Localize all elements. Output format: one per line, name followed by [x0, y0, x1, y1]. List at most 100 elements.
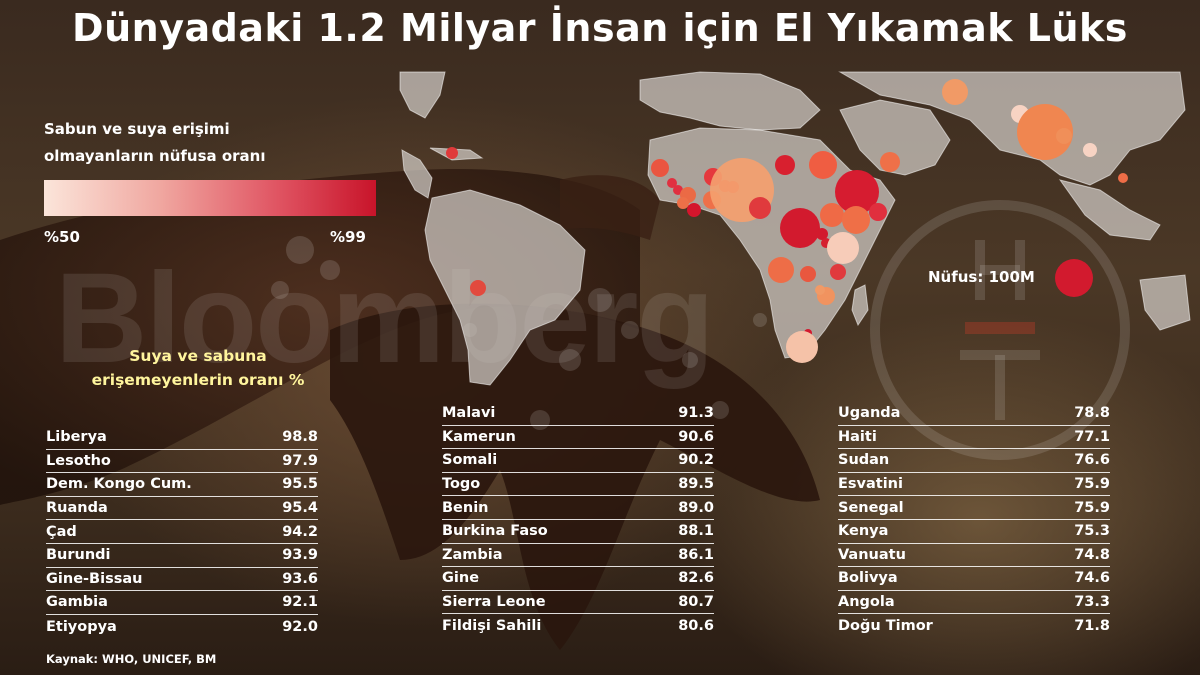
country-name: Dem. Kongo Cum. [46, 476, 192, 493]
country-value: 77.1 [1074, 428, 1110, 445]
country-row: Bolivya 74.6 [838, 567, 1110, 591]
table-heading: Suya ve sabuna erişemeyenlerin oranı % [91, 347, 305, 389]
bubble-dr-congo [780, 208, 820, 248]
bubble-ethiopia [835, 170, 879, 214]
country-row: Burundi 93.9 [46, 544, 318, 568]
country-value: 76.6 [1074, 452, 1110, 469]
country-name: Liberya [46, 429, 107, 446]
country-row: Ruanda 95.4 [46, 497, 318, 521]
country-value: 93.6 [282, 570, 318, 587]
country-row: Uganda 78.8 [838, 402, 1110, 426]
bubble-sierra-leone [677, 197, 689, 209]
country-name: Gine-Bissau [46, 570, 143, 587]
country-row: Etiyopya 92.0 [46, 615, 318, 639]
bubble-uganda [820, 203, 844, 227]
bubble-tanzania [827, 232, 859, 264]
country-list-column-2: Malavi 91.3 Kamerun 90.6 Somali 90.2 Togo 89.5 B… [442, 402, 714, 638]
bubble-angola [768, 257, 794, 283]
page-title: Dünyadaki 1.2 Milyar İnsan için El Yıkam… [72, 6, 1128, 50]
bubble-chad [775, 155, 795, 175]
bloomberg-watermark: Bloomberg [55, 247, 715, 390]
country-value: 94.2 [282, 523, 318, 540]
country-value: 95.5 [282, 476, 318, 493]
country-row: Lesotho 97.9 [46, 450, 318, 474]
country-list-column-3: Uganda 78.8 Haiti 77.1 Sudan 76.6 Esvatini 75.9… [838, 402, 1110, 638]
country-row: Kamerun 90.6 [442, 426, 714, 450]
country-name: Bolivya [838, 570, 898, 587]
country-name: Vanuatu [838, 546, 906, 563]
bubble-zambia [800, 266, 816, 282]
country-value: 71.8 [1074, 618, 1110, 635]
country-name: Togo [442, 476, 481, 493]
population-legend-label: Nüfus: 100M [928, 268, 1035, 286]
country-name: Doğu Timor [838, 618, 933, 635]
south-america-land [424, 189, 586, 386]
country-name: Gine [442, 570, 480, 587]
country-row: Malavi 91.3 [442, 402, 714, 426]
central-america-land [401, 149, 433, 199]
country-value: 75.9 [1074, 476, 1110, 493]
country-value: 82.6 [678, 570, 714, 587]
country-row: Fildişi Sahili 80.6 [442, 614, 714, 638]
country-row: Haiti 77.1 [838, 426, 1110, 450]
country-name: Gambia [46, 594, 108, 611]
bubble-yemen [880, 152, 900, 172]
country-name: Lesotho [46, 452, 111, 469]
bubble-india [1017, 104, 1073, 160]
bubble-senegal [651, 159, 669, 177]
middle-east-land [839, 99, 951, 176]
country-value: 88.1 [678, 523, 714, 540]
country-value: 74.8 [1074, 546, 1110, 563]
country-name: Kenya [838, 523, 889, 540]
country-value: 74.6 [1074, 570, 1110, 587]
bubble-sudan [809, 151, 837, 179]
country-row: Burkina Faso 88.1 [442, 520, 714, 544]
bubble-cameroon [749, 197, 771, 219]
country-row: Gine-Bissau 93.6 [46, 568, 318, 592]
country-name: Sudan [838, 452, 890, 469]
bubble-kenya [842, 206, 870, 234]
bubble-pakistan [942, 79, 968, 105]
color-scale-bar [44, 180, 376, 216]
country-row: Senegal 75.9 [838, 496, 1110, 520]
country-value: 75.3 [1074, 523, 1110, 540]
bubble-vanuatu [1118, 173, 1128, 183]
country-row: Sierra Leone 80.7 [442, 591, 714, 615]
source-note: Kaynak: WHO, UNICEF, BM [46, 652, 217, 666]
country-value: 80.6 [678, 618, 714, 635]
country-value: 90.6 [678, 428, 714, 445]
bubble-malawi [830, 264, 846, 280]
country-name: Fildişi Sahili [442, 618, 542, 635]
country-row: Kenya 75.3 [838, 520, 1110, 544]
ht-logo-watermark [870, 200, 1130, 460]
europe-land [639, 71, 821, 131]
country-value: 75.9 [1074, 499, 1110, 516]
country-row: Çad 94.2 [46, 520, 318, 544]
country-list-column-1: Liberya 98.8 Lesotho 97.9 Dem. Kongo Cum. 95.… [46, 426, 318, 638]
country-row: Sudan 76.6 [838, 449, 1110, 473]
country-row: Vanuatu 74.8 [838, 544, 1110, 568]
country-value: 90.2 [678, 452, 714, 469]
country-value: 73.3 [1074, 594, 1110, 611]
country-value: 86.1 [678, 546, 714, 563]
country-name: Ruanda [46, 500, 108, 517]
country-name: Malavi [442, 405, 496, 422]
country-row: Somali 90.2 [442, 449, 714, 473]
country-row: Dem. Kongo Cum. 95.5 [46, 473, 318, 497]
bubble-south-africa [786, 331, 818, 363]
bubble-rwanda [816, 228, 828, 240]
country-name: Esvatini [838, 476, 903, 493]
legend-title: Sabun ve suya erişimi olmayanların nüfus… [44, 120, 266, 165]
country-value: 89.5 [678, 476, 714, 493]
country-value: 93.9 [282, 547, 318, 564]
country-row: Angola 73.3 [838, 591, 1110, 615]
southeast-asia-land [1058, 179, 1161, 241]
country-row: Gine 82.6 [442, 567, 714, 591]
country-value: 98.8 [282, 429, 318, 446]
country-name: Angola [838, 594, 895, 611]
bubble-haiti [446, 147, 458, 159]
bubble-gambia [667, 178, 677, 188]
country-value: 95.4 [282, 500, 318, 517]
bubble-myanmar [1083, 143, 1097, 157]
country-name: Benin [442, 499, 489, 516]
